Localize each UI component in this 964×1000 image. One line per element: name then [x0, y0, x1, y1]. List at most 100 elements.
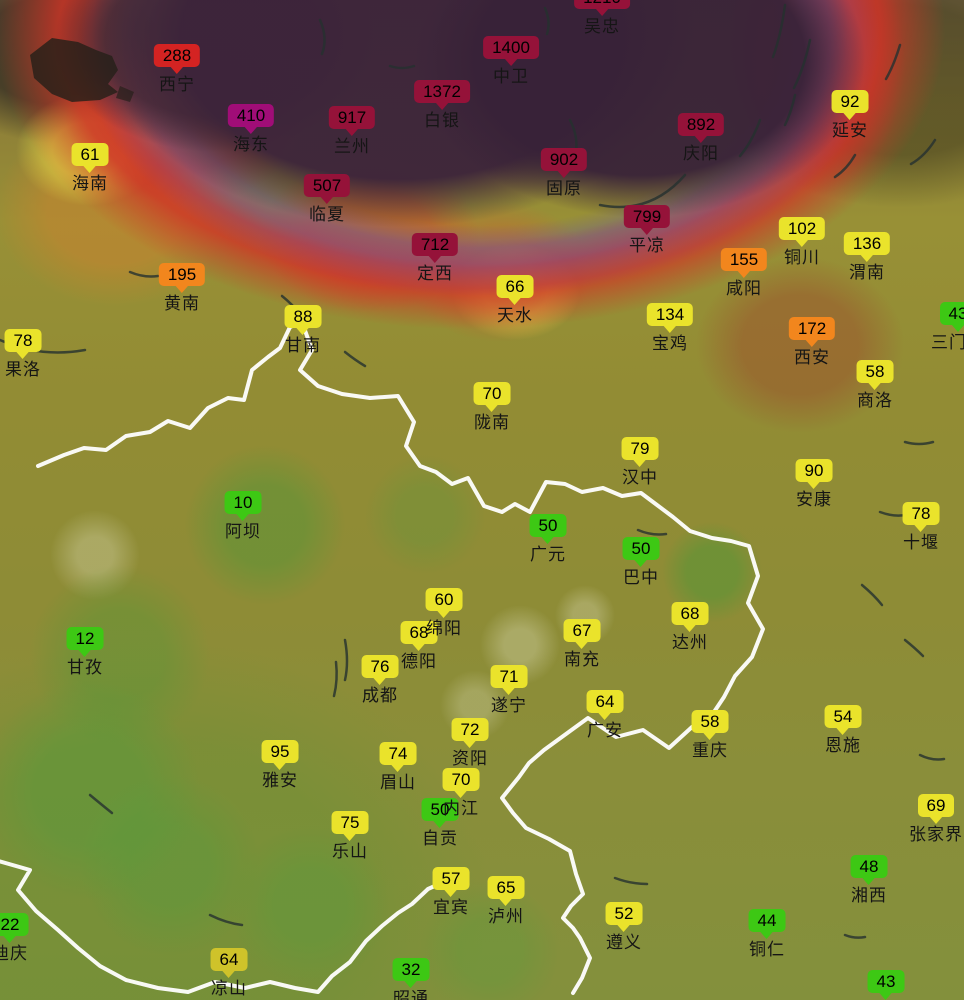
aqi-badge: 64 — [210, 948, 248, 971]
aqi-badge: 155 — [720, 248, 768, 271]
city-marker[interactable]: 172 西安 — [788, 317, 836, 368]
aqi-badge: 76 — [361, 655, 399, 678]
city-marker[interactable]: 71 遂宁 — [490, 665, 528, 716]
city-marker[interactable]: 43 三门峡 — [931, 302, 964, 353]
aqi-badge: 92 — [831, 90, 869, 113]
city-marker[interactable]: 61 海南 — [71, 143, 109, 194]
aqi-badge: 902 — [540, 148, 588, 171]
city-name: 黄南 — [164, 294, 200, 313]
city-marker[interactable]: 136 渭南 — [843, 232, 891, 283]
city-marker[interactable]: 76 成都 — [361, 655, 399, 706]
city-marker[interactable]: 68 德阳 — [400, 621, 438, 672]
city-marker[interactable]: 92 延安 — [831, 90, 869, 141]
city-name: 眉山 — [379, 773, 416, 792]
aqi-badge: 68 — [400, 621, 438, 644]
city-name: 果洛 — [4, 360, 41, 379]
city-marker[interactable]: 507 临夏 — [303, 174, 351, 225]
city-marker[interactable]: 50 巴中 — [622, 537, 660, 588]
city-marker[interactable]: 410 海东 — [227, 104, 275, 155]
city-name: 天水 — [496, 306, 533, 325]
city-marker[interactable]: 75 乐山 — [331, 811, 369, 862]
city-marker[interactable]: 50 广元 — [529, 514, 567, 565]
city-marker[interactable]: 58 重庆 — [691, 710, 729, 761]
aqi-badge: 32 — [392, 958, 430, 981]
aqi-badge: 288 — [153, 44, 201, 67]
city-marker[interactable]: 68 达州 — [671, 602, 709, 653]
city-marker[interactable]: 69 张家界 — [909, 794, 963, 845]
aqi-badge: 75 — [331, 811, 369, 834]
city-name: 汉中 — [621, 468, 658, 487]
city-marker[interactable]: 70 内江 — [442, 768, 480, 819]
city-marker[interactable]: 43 — [867, 970, 905, 993]
aqi-badge: 43 — [939, 302, 964, 325]
city-name: 恩施 — [824, 736, 861, 755]
city-name: 庆阳 — [683, 144, 719, 163]
aqi-badge: 50 — [622, 537, 660, 560]
city-marker[interactable]: 902 固原 — [540, 148, 588, 199]
city-marker[interactable]: 102 铜川 — [778, 217, 826, 268]
city-marker[interactable]: 60 绵阳 — [425, 588, 463, 639]
city-marker[interactable]: 90 安康 — [795, 459, 833, 510]
city-marker[interactable]: 70 陇南 — [473, 382, 511, 433]
city-name: 张家界 — [909, 825, 963, 844]
city-marker[interactable]: 57 宜宾 — [432, 867, 470, 918]
city-marker[interactable]: 712 定西 — [411, 233, 459, 284]
city-marker[interactable]: 67 南充 — [563, 619, 601, 670]
city-marker[interactable]: 892 庆阳 — [677, 113, 725, 164]
city-marker[interactable]: 155 咸阳 — [720, 248, 768, 299]
city-name: 阿坝 — [224, 522, 261, 541]
city-marker[interactable]: 65 泸州 — [487, 876, 525, 927]
city-marker[interactable]: 1210 吴忠 — [574, 0, 630, 37]
city-marker[interactable]: 288 西宁 — [153, 44, 201, 95]
city-marker[interactable]: 54 恩施 — [824, 705, 862, 756]
aqi-badge: 892 — [677, 113, 725, 136]
city-marker[interactable]: 917 兰州 — [328, 106, 376, 157]
city-marker[interactable]: 134 宝鸡 — [646, 303, 694, 354]
city-name: 广元 — [529, 545, 566, 564]
aqi-badge: 1372 — [414, 80, 470, 103]
city-name: 遵义 — [605, 933, 642, 952]
city-marker[interactable]: 44 铜仁 — [748, 909, 786, 960]
city-marker[interactable]: 64 广安 — [586, 690, 624, 741]
city-marker[interactable]: 88 甘南 — [284, 305, 322, 356]
city-marker[interactable]: 10 阿坝 — [224, 491, 262, 542]
city-marker[interactable]: 74 眉山 — [379, 742, 417, 793]
city-marker[interactable]: 50 自贡 — [421, 798, 459, 849]
city-name: 海东 — [233, 135, 269, 154]
city-name: 西宁 — [159, 75, 195, 94]
city-marker[interactable]: 79 汉中 — [621, 437, 659, 488]
city-marker[interactable]: 799 平凉 — [623, 205, 671, 256]
city-name: 德阳 — [400, 652, 437, 671]
aqi-badge: 102 — [778, 217, 826, 240]
city-marker[interactable]: 72 资阳 — [451, 718, 489, 769]
city-marker[interactable]: 32 昭通 — [392, 958, 430, 1000]
city-marker[interactable]: 58 商洛 — [856, 360, 894, 411]
city-marker[interactable]: 195 黄南 — [158, 263, 206, 314]
city-name: 自贡 — [421, 829, 458, 848]
city-marker[interactable]: 78 果洛 — [4, 329, 42, 380]
city-name: 铜仁 — [748, 940, 785, 959]
aqi-badge: 50 — [421, 798, 459, 821]
aqi-badge: 10 — [224, 491, 262, 514]
city-marker[interactable]: 48 湘西 — [850, 855, 888, 906]
city-marker[interactable]: 66 天水 — [496, 275, 534, 326]
aqi-badge: 69 — [917, 794, 955, 817]
aqi-badge: 67 — [563, 619, 601, 642]
aqi-badge: 136 — [843, 232, 891, 255]
city-name: 巴中 — [622, 568, 659, 587]
city-marker[interactable]: 52 遵义 — [605, 902, 643, 953]
city-marker[interactable]: 64 凉山 — [210, 948, 248, 999]
city-name: 绵阳 — [425, 619, 462, 638]
city-marker[interactable]: 1372 白银 — [414, 80, 470, 131]
city-marker[interactable]: 1400 中卫 — [483, 36, 539, 87]
city-marker[interactable]: 12 甘孜 — [66, 627, 104, 678]
city-marker[interactable]: 78 十堰 — [902, 502, 940, 553]
aqi-badge: 60 — [425, 588, 463, 611]
city-name: 宝鸡 — [652, 334, 688, 353]
city-marker[interactable]: 95 雅安 — [261, 740, 299, 791]
aqi-badge: 799 — [623, 205, 671, 228]
aqi-badge: 95 — [261, 740, 299, 763]
aqi-badge: 134 — [646, 303, 694, 326]
city-marker[interactable]: 22 迪庆 — [0, 913, 29, 964]
